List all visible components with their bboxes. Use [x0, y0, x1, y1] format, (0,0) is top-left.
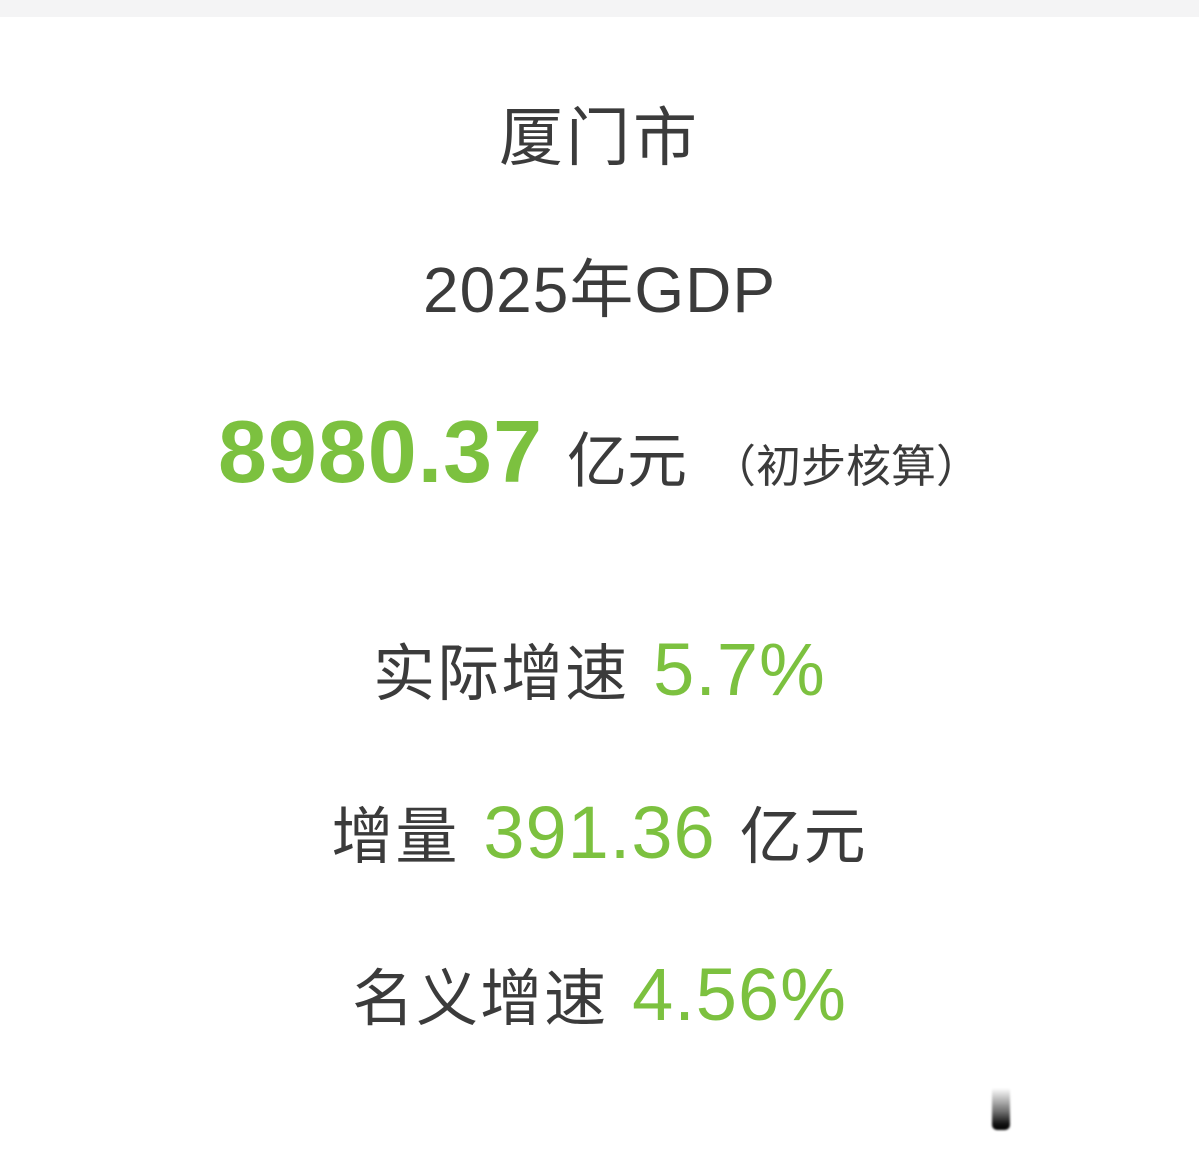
metric-unit: 亿元	[739, 803, 868, 872]
metric-value: 391.36	[483, 791, 716, 874]
metric-label: 名义增速	[352, 965, 609, 1034]
metric-row-increment: 增量 391.36 亿元	[0, 796, 1199, 870]
gdp-value-line: 8980.37 亿元 （初步核算）	[0, 408, 1199, 496]
metric-value: 4.56%	[632, 953, 847, 1036]
city-title: 厦门市	[499, 102, 700, 174]
metric-label: 增量	[331, 803, 460, 872]
gdp-year-title: 2025年GDP	[422, 254, 777, 326]
metric-label: 实际增速	[373, 640, 630, 709]
gdp-value: 8980.37	[217, 402, 544, 501]
metric-row-nominal-growth: 名义增速 4.56%	[0, 958, 1199, 1032]
gdp-note: （初步核算）	[711, 441, 982, 492]
metric-value: 5.7%	[653, 628, 826, 711]
gdp-unit: 亿元	[567, 428, 688, 495]
metric-row-real-growth: 实际增速 5.7%	[0, 633, 1199, 707]
top-edge-strip	[0, 0, 1199, 17]
ink-smudge-mark	[992, 1088, 1010, 1130]
